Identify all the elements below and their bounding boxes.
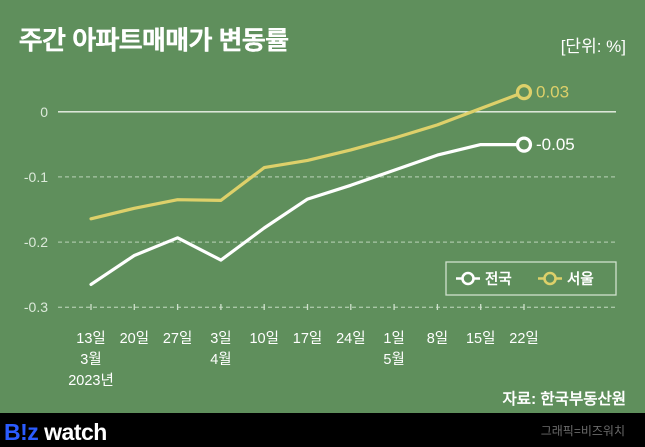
- svg-text:3월: 3월: [80, 351, 101, 368]
- svg-text:4월: 4월: [210, 351, 231, 368]
- svg-text:8일: 8일: [427, 330, 448, 347]
- svg-text:20일: 20일: [120, 330, 149, 347]
- svg-text:3일: 3일: [210, 330, 231, 347]
- svg-text:15일: 15일: [466, 330, 495, 347]
- svg-text:27일: 27일: [163, 330, 192, 347]
- svg-text:10일: 10일: [249, 330, 278, 347]
- svg-text:22일: 22일: [509, 330, 538, 347]
- svg-text:2023년: 2023년: [68, 372, 114, 389]
- svg-text:13일: 13일: [76, 330, 105, 347]
- svg-text:24일: 24일: [336, 330, 365, 347]
- svg-text:1일: 1일: [383, 330, 404, 347]
- svg-text:17일: 17일: [293, 330, 322, 347]
- svg-text:5월: 5월: [383, 351, 404, 368]
